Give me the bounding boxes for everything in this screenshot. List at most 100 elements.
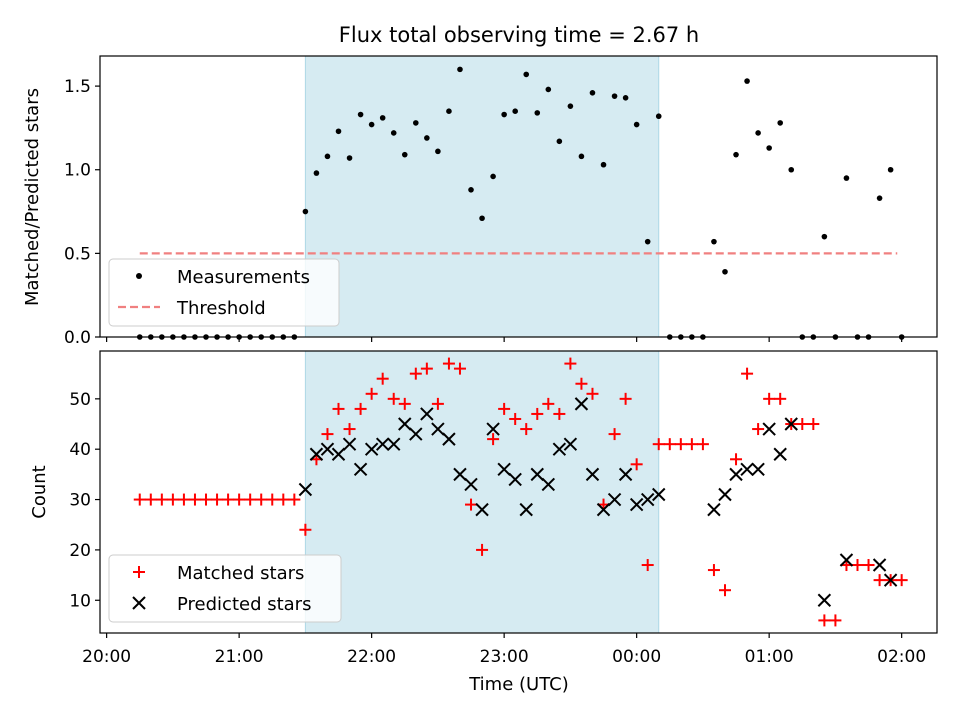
matched-star-point (641, 559, 654, 572)
measurement-point (556, 138, 563, 145)
matched-star-point (774, 392, 787, 405)
matched-star-point (707, 564, 720, 577)
x-tick-label: 01:00 (745, 647, 794, 667)
predicted-star-point (707, 502, 721, 517)
predicted-star-point (585, 467, 600, 482)
x-tick-label: 02:00 (877, 647, 926, 667)
matched-star-point (873, 574, 886, 587)
matched-star-point (266, 493, 279, 506)
y-tick-label: 1.5 (64, 77, 91, 97)
predicted-star-point (486, 422, 500, 436)
measurement-point (335, 128, 342, 135)
measurement-point (512, 108, 518, 114)
y-tick-label: 1.0 (64, 161, 91, 181)
matched-star-point (277, 493, 290, 506)
predicted-star-point (475, 502, 489, 517)
measurement-point (578, 153, 585, 160)
matched-star-point (409, 367, 422, 380)
matched-star-point (177, 493, 190, 506)
measurement-point (457, 66, 463, 73)
count-plot-frame (99, 350, 938, 634)
y-tick-label: 10 (69, 591, 91, 611)
matched-star-point (498, 402, 511, 415)
ratio-y-ticks: 0.0 0.5 1.0 1.5 (64, 77, 100, 348)
matched-star-point (586, 387, 599, 400)
ratio-x-ticks (106, 337, 903, 342)
matched-stars-points (133, 357, 908, 627)
matched-star-point (144, 493, 157, 506)
predicted-star-point (331, 447, 346, 461)
x-tick-label: 22:00 (347, 647, 396, 667)
predicted-star-point (762, 422, 776, 436)
measurement-point (479, 215, 485, 222)
matched-star-point (509, 412, 522, 425)
y-tick-label: 50 (69, 390, 91, 410)
predicted-star-point (453, 467, 467, 482)
measurement-point (401, 151, 408, 158)
measurement-point (611, 93, 618, 99)
predicted-star-point (309, 447, 324, 461)
measurement-point (722, 268, 728, 275)
measurement-point (843, 175, 850, 181)
matched-star-point (453, 362, 466, 375)
predicted-star-point (508, 472, 522, 487)
measurement-point (788, 166, 795, 173)
matched-star-point (244, 493, 257, 506)
predicted-star-point (883, 573, 898, 587)
legend-measurements-label: Measurements (177, 267, 310, 288)
matched-star-point (564, 357, 577, 370)
predicted-star-point (519, 502, 533, 517)
predicted-star-point (751, 462, 765, 477)
measurement-point (313, 170, 320, 176)
ratio-legend-box (108, 258, 340, 327)
predicted-star-point (541, 477, 556, 492)
measurement-point (379, 115, 386, 121)
x-axis-label: Time (UTC) (468, 674, 569, 695)
y-tick-label: 20 (69, 541, 91, 561)
matched-star-point (807, 418, 820, 431)
matched-star-point (752, 423, 765, 436)
predicted-star-point (652, 487, 666, 502)
matched-star-point (487, 433, 500, 446)
matched-star-point (365, 387, 378, 400)
measurement-point (655, 113, 662, 120)
matched-star-point (420, 362, 433, 375)
predicted-star-point (563, 437, 578, 451)
matched-star-point (200, 493, 213, 506)
ratio-panel: 0.0 0.5 1.0 1.5 Matched/Predicted stars Mea… (22, 55, 938, 348)
measurement-point (413, 120, 419, 126)
measurement-point (766, 145, 772, 151)
matched-star-point (862, 559, 875, 572)
measurement-point (523, 71, 530, 78)
chart-title: Flux total observing time = 2.67 h (339, 23, 699, 47)
measurement-point (777, 120, 784, 126)
predicted-star-point (530, 467, 544, 482)
predicted-stars-points (298, 397, 898, 607)
x-tick-label: 20:00 (82, 647, 131, 667)
matched-star-point (818, 614, 831, 627)
matched-star-point (233, 493, 246, 506)
matched-star-point (674, 438, 687, 451)
measurement-point (545, 86, 552, 93)
matched-star-point (398, 397, 411, 410)
matched-star-point (531, 407, 544, 420)
predicted-star-point (342, 437, 357, 451)
measurement-point (390, 130, 397, 136)
predicted-star-point (409, 427, 423, 441)
count-shaded-interval (304, 350, 660, 634)
matched-star-point (343, 423, 356, 436)
matched-star-point (796, 418, 809, 431)
measurement-point (324, 153, 331, 160)
matched-star-point (155, 493, 168, 506)
matched-star-point (222, 493, 235, 506)
predicted-star-point (552, 442, 567, 456)
measurement-point (468, 187, 474, 193)
matched-star-point (133, 493, 146, 506)
matched-star-point (575, 377, 588, 390)
measurement-point (501, 111, 507, 118)
matched-star-point (288, 493, 301, 506)
matched-star-point (829, 614, 842, 627)
predicted-star-point (375, 437, 390, 451)
predicted-star-point (574, 397, 589, 411)
